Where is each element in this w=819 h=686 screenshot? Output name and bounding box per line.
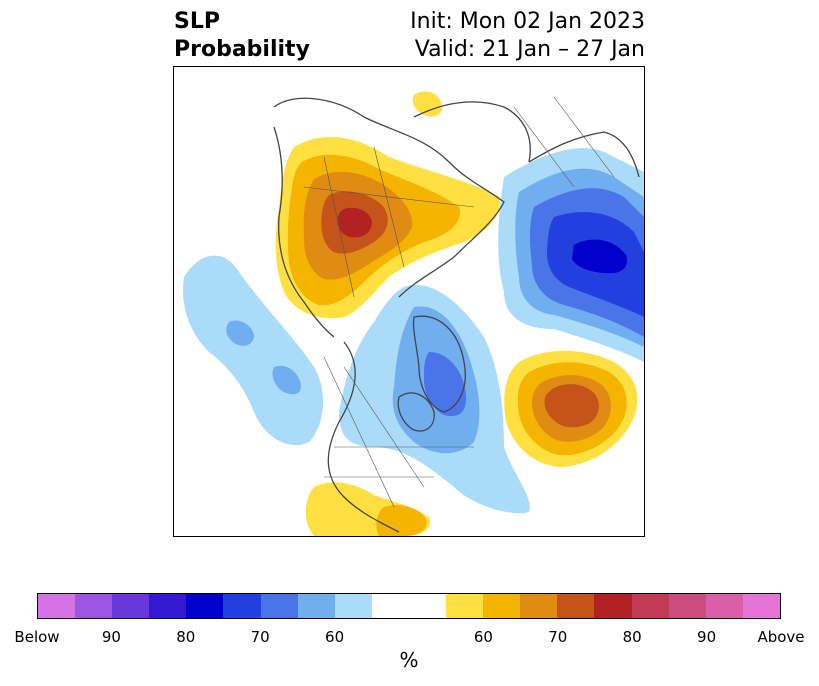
above-normal-regions (275, 91, 638, 536)
colorbar-segment (631, 594, 669, 618)
border-8 (513, 106, 575, 188)
coastline-eurasia (273, 97, 505, 298)
colorbar-segment (483, 594, 521, 618)
colorbar-tick-label: Above (757, 628, 805, 646)
border-7 (373, 146, 405, 268)
colorbar-segment (334, 594, 372, 618)
colorbar-segment (75, 594, 113, 618)
blue-region-west-pacific-60b (272, 365, 302, 395)
colorbar-segment (186, 594, 224, 618)
coastline-north-america (327, 341, 400, 533)
colorbar-segment (38, 594, 76, 618)
border-5 (303, 186, 475, 208)
colorbar-tick-label: 60 (473, 628, 493, 646)
colorbar-tick-label: 80 (176, 628, 196, 646)
date-info: Init: Mon 02 Jan 2023 Valid: 21 Jan – 27… (410, 8, 645, 64)
colorbar-tick-label: 90 (697, 628, 717, 646)
border-1 (323, 356, 395, 508)
product-label: Probability (174, 37, 310, 62)
colorbar-segment (742, 594, 780, 618)
colorbar-segment (520, 594, 558, 618)
warm-region-kara (412, 91, 443, 117)
warm-region-atlantic-75 (544, 384, 599, 428)
colorbar-segment (446, 594, 484, 618)
blue-region-north-pacific-90 (572, 239, 628, 274)
colorbar-tick-label: 90 (101, 628, 121, 646)
borders (303, 96, 615, 508)
colorbar-segment (260, 594, 298, 618)
colorbar-tick-label: 60 (325, 628, 345, 646)
coastline-hudson (397, 392, 435, 432)
coastline-africa (528, 131, 640, 178)
warm-region-mexico-60 (376, 505, 427, 536)
coastlines (273, 97, 640, 533)
map-canvas (183, 91, 644, 536)
colorbar-segment (371, 594, 447, 618)
colorbar-segment (557, 594, 595, 618)
colorbar-tick-label: 80 (622, 628, 642, 646)
warm-region-siberia-80 (337, 207, 372, 238)
probability-map (173, 66, 645, 537)
border-6 (323, 156, 355, 298)
colorbar-segment (297, 594, 335, 618)
variable-label: SLP (174, 9, 220, 34)
colorbar-segment (594, 594, 632, 618)
border-2 (343, 366, 425, 488)
colorbar-tick-label: Below (14, 628, 60, 646)
blue-region-west-pacific (183, 255, 324, 446)
colorbar-segment (668, 594, 706, 618)
coastline-asia-east (273, 126, 335, 338)
coastline-greenland (412, 315, 466, 413)
colorbar-segment (705, 594, 743, 618)
colorbar (37, 593, 781, 619)
colorbar-segment (112, 594, 150, 618)
init-date: Init: Mon 02 Jan 2023 (410, 9, 645, 34)
colorbar-segment (223, 594, 261, 618)
colorbar-segment (149, 594, 187, 618)
blue-region-greenland-70 (424, 352, 467, 417)
map-title: SLP Probability (174, 8, 310, 64)
coastline-europe (413, 101, 531, 163)
blue-region-west-pacific-60a (226, 320, 254, 346)
colorbar-tick-label: 70 (250, 628, 270, 646)
valid-range: Valid: 21 Jan – 27 Jan (414, 37, 645, 62)
colorbar-tick-label: 70 (548, 628, 568, 646)
border-9 (553, 96, 615, 178)
colorbar-unit: % (399, 648, 419, 672)
